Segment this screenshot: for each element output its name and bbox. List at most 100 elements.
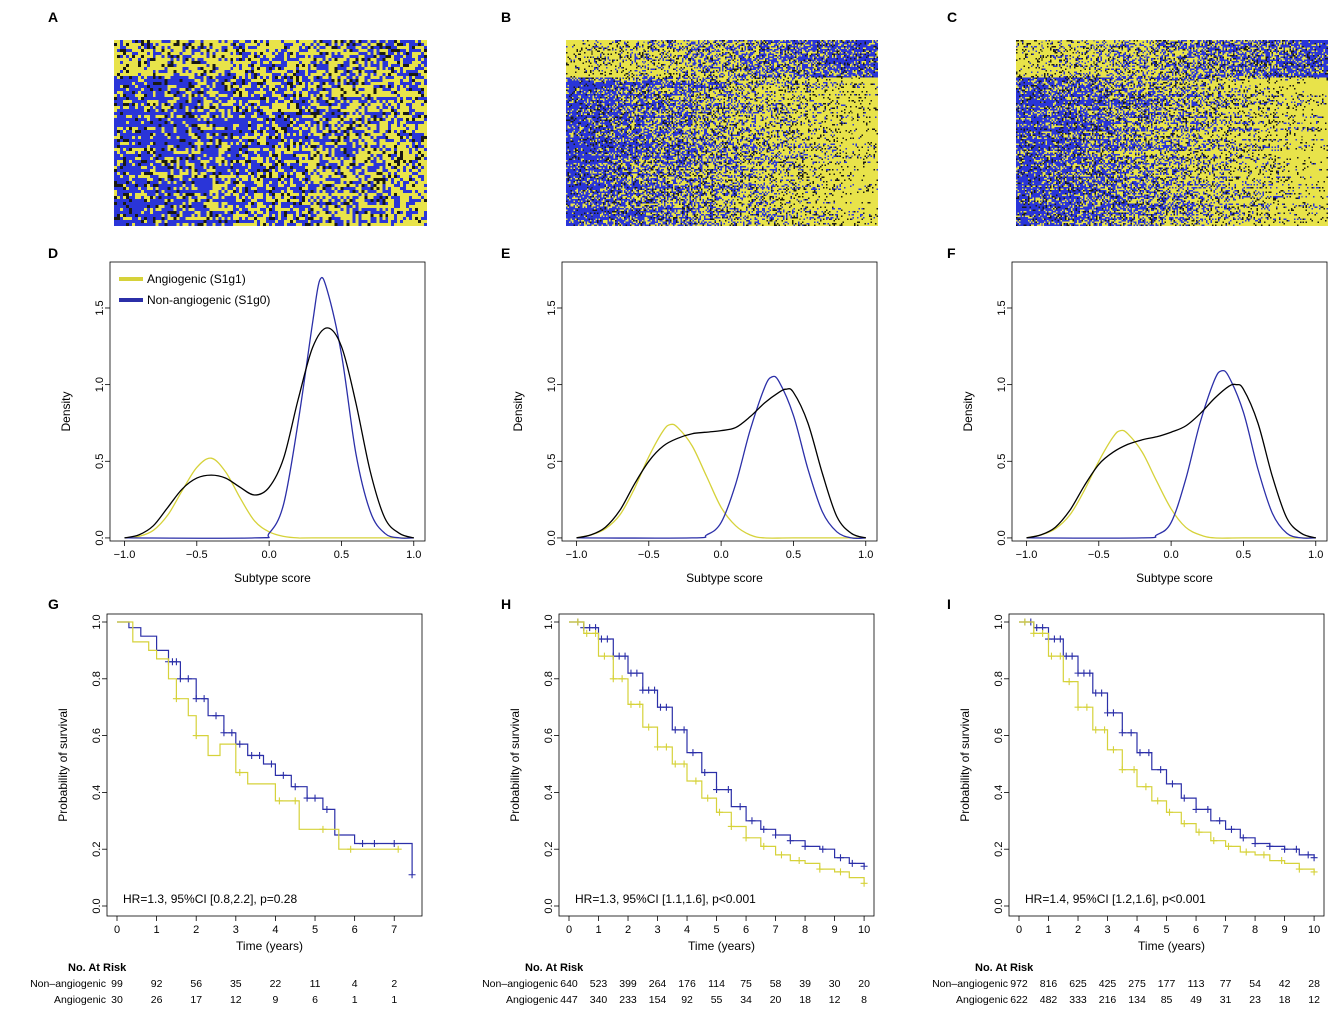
risk-count: 49 (1190, 994, 1202, 1006)
y-tick-label: 0.0 (546, 530, 558, 545)
censor-mark (347, 845, 355, 853)
plot-d: −1.0 −0.5 0.0 0.5 1.0 0.0 0.5 1.0 1.5 Subtype sco… (59, 261, 426, 585)
risk-count: 18 (1279, 994, 1291, 1006)
x-tick-label: 7 (773, 924, 779, 936)
heatmap-cells (114, 40, 427, 226)
censor-mark (1056, 652, 1064, 660)
x-tick-label: −0.5 (638, 549, 660, 561)
censor-mark (689, 749, 697, 757)
risk-count: 1 (391, 994, 397, 1006)
plot-frame (1011, 261, 1328, 542)
risk-count: 6 (312, 994, 318, 1006)
risk-count: 28 (1308, 978, 1320, 990)
risk-count: 12 (1308, 994, 1320, 1006)
censor-mark (359, 840, 367, 848)
censor-mark (692, 777, 700, 785)
censor-mark (736, 803, 744, 811)
x-tick-label: 0.0 (713, 549, 728, 561)
risk-count: 31 (1220, 994, 1232, 1006)
x-tick-label: 3 (233, 924, 239, 936)
risk-count: 18 (799, 994, 811, 1006)
censor-mark (1047, 652, 1055, 660)
x-tick-label: 3 (1104, 924, 1110, 936)
censor-mark (1127, 729, 1135, 737)
y-tick-label: 1.0 (94, 377, 106, 392)
y-tick-label: 0.6 (993, 728, 1005, 743)
plot-frame (106, 613, 423, 917)
censor-mark (801, 842, 809, 850)
panel-label-i: I (947, 596, 951, 612)
censor-mark (1039, 629, 1047, 637)
censor-mark (1266, 842, 1274, 850)
censor-mark (1030, 629, 1038, 637)
hazard-ratio-annotation: HR=1.3, 95%CI [0.8,2.2], p=0.28 (123, 892, 297, 906)
censor-mark (795, 857, 803, 865)
risk-count: 26 (151, 994, 163, 1006)
x-tick-label: 7 (391, 924, 397, 936)
censor-mark (192, 695, 200, 703)
censor-mark (248, 751, 256, 759)
series-line-overall (1026, 383, 1316, 539)
censor-mark (742, 834, 750, 842)
x-axis-label: Subtype score (234, 571, 311, 585)
panel-label-d: D (48, 245, 58, 261)
censor-mark (603, 635, 611, 643)
y-axis-label: Density (511, 391, 525, 431)
censor-mark (279, 771, 287, 779)
y-tick-label: 0.8 (993, 671, 1005, 686)
censor-mark (1251, 840, 1259, 848)
censor-mark (645, 686, 653, 694)
series-line-angiogenic (124, 457, 414, 539)
risk-row-label: Angiogenic (956, 994, 1008, 1006)
series-line-angiogenic (576, 423, 866, 539)
risk-count: 92 (681, 994, 693, 1006)
heatmap-a (114, 40, 427, 226)
censor-mark (1292, 845, 1300, 853)
censor-mark (323, 805, 331, 813)
x-tick-label: 6 (743, 924, 749, 936)
censor-mark (236, 740, 244, 748)
risk-count: 39 (799, 978, 811, 990)
y-tick-label: 0.5 (94, 454, 106, 469)
y-tick-label: 0.4 (91, 785, 103, 800)
series-line-angiogenic (1026, 429, 1316, 539)
panel-label-h: H (501, 596, 511, 612)
risk-count: 99 (111, 978, 123, 990)
censor-mark (1050, 635, 1058, 643)
censor-mark (184, 675, 192, 683)
series-line-non-angiogenic (1026, 369, 1316, 539)
censor-mark (1092, 726, 1100, 734)
x-tick-label: 8 (802, 924, 808, 936)
censor-mark (172, 695, 180, 703)
x-axis-label: Time (years) (1138, 939, 1205, 953)
censor-mark (636, 700, 644, 708)
censor-mark (1145, 749, 1153, 757)
x-tick-label: 1.0 (1308, 549, 1323, 561)
censor-mark (1216, 817, 1224, 825)
censor-mark (639, 686, 647, 694)
risk-count: 114 (708, 978, 725, 990)
censor-mark (713, 786, 721, 794)
censor-mark (748, 817, 756, 825)
x-tick-label: 8 (1252, 924, 1258, 936)
y-tick-label: 0.4 (993, 785, 1005, 800)
x-tick-label: −1.0 (1016, 549, 1038, 561)
legend-label: Non-angiogenic (S1g0) (147, 293, 270, 307)
censor-mark (777, 851, 785, 859)
risk-table-i: No. At Risk Non–angiogenic 972 816 625 425 275… (932, 962, 1320, 1006)
risk-count: 154 (649, 994, 667, 1006)
censor-mark (1192, 805, 1200, 813)
x-tick-label: 4 (684, 924, 690, 936)
censor-mark (597, 635, 605, 643)
plot-f: −1.0 −0.5 0.0 0.5 1.0 0.0 0.5 1.0 1.5 Subtype sco… (961, 261, 1328, 585)
censor-mark (860, 879, 868, 887)
censor-mark (1068, 652, 1076, 660)
censor-mark (1239, 834, 1247, 842)
risk-count: 340 (590, 994, 608, 1006)
censor-mark (574, 618, 582, 626)
x-tick-label: −0.5 (1088, 549, 1110, 561)
risk-count: 92 (151, 978, 163, 990)
risk-count: 77 (1220, 978, 1232, 990)
risk-count: 56 (190, 978, 202, 990)
